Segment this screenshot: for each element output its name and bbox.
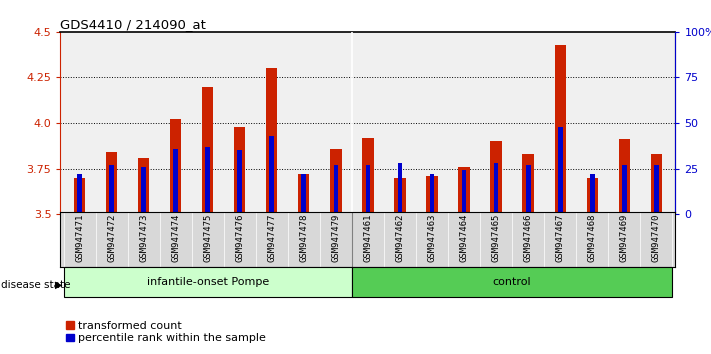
Bar: [74, 178, 85, 214]
Text: GSM947470: GSM947470: [652, 213, 661, 262]
Bar: [429, 174, 434, 214]
Bar: [269, 136, 274, 214]
Bar: [333, 165, 338, 214]
Bar: [64, 267, 352, 297]
Bar: [493, 163, 498, 214]
Bar: [395, 178, 405, 214]
Text: ▶: ▶: [55, 280, 63, 290]
Text: infantile-onset Pompe: infantile-onset Pompe: [146, 277, 269, 287]
Text: GSM947462: GSM947462: [395, 213, 405, 262]
Bar: [523, 154, 534, 214]
Text: GSM947472: GSM947472: [107, 213, 116, 262]
Bar: [459, 167, 470, 214]
Bar: [202, 86, 213, 214]
Bar: [491, 141, 502, 214]
Text: GDS4410 / 214090_at: GDS4410 / 214090_at: [60, 18, 206, 31]
Text: GSM947471: GSM947471: [75, 213, 84, 262]
Bar: [651, 154, 662, 214]
Bar: [266, 68, 277, 214]
Bar: [555, 45, 566, 214]
Bar: [352, 267, 672, 297]
Bar: [109, 165, 114, 214]
Bar: [587, 178, 598, 214]
Legend: transformed count, percentile rank within the sample: transformed count, percentile rank withi…: [66, 321, 266, 343]
Bar: [589, 174, 594, 214]
Bar: [363, 138, 373, 214]
Text: GSM947476: GSM947476: [235, 213, 245, 262]
Bar: [619, 139, 630, 214]
Bar: [170, 119, 181, 214]
Bar: [397, 163, 402, 214]
Bar: [365, 165, 370, 214]
Text: GSM947467: GSM947467: [555, 213, 565, 262]
Text: GSM947475: GSM947475: [203, 213, 213, 262]
Bar: [299, 174, 309, 214]
Text: GSM947479: GSM947479: [331, 213, 341, 262]
Bar: [234, 127, 245, 214]
Bar: [557, 127, 562, 214]
Bar: [141, 167, 146, 214]
Bar: [622, 165, 626, 214]
Text: GSM947468: GSM947468: [588, 213, 597, 262]
Text: GSM947461: GSM947461: [363, 213, 373, 262]
Bar: [237, 150, 242, 214]
Bar: [138, 158, 149, 214]
Bar: [331, 149, 341, 214]
Text: GSM947469: GSM947469: [620, 213, 629, 262]
Bar: [654, 165, 658, 214]
Bar: [301, 174, 306, 214]
Bar: [525, 165, 530, 214]
Bar: [106, 152, 117, 214]
Bar: [77, 174, 82, 214]
Bar: [461, 170, 466, 214]
Text: GSM947478: GSM947478: [299, 213, 309, 262]
Text: control: control: [493, 277, 531, 287]
Text: disease state: disease state: [1, 280, 71, 290]
Text: GSM947464: GSM947464: [459, 213, 469, 262]
Bar: [173, 149, 178, 214]
Bar: [205, 147, 210, 214]
Text: GSM947474: GSM947474: [171, 213, 181, 262]
Bar: [427, 176, 437, 214]
Text: GSM947465: GSM947465: [491, 213, 501, 262]
Text: GSM947463: GSM947463: [427, 213, 437, 262]
Text: GSM947473: GSM947473: [139, 213, 148, 262]
Text: GSM947477: GSM947477: [267, 213, 277, 262]
Text: GSM947466: GSM947466: [523, 213, 533, 262]
